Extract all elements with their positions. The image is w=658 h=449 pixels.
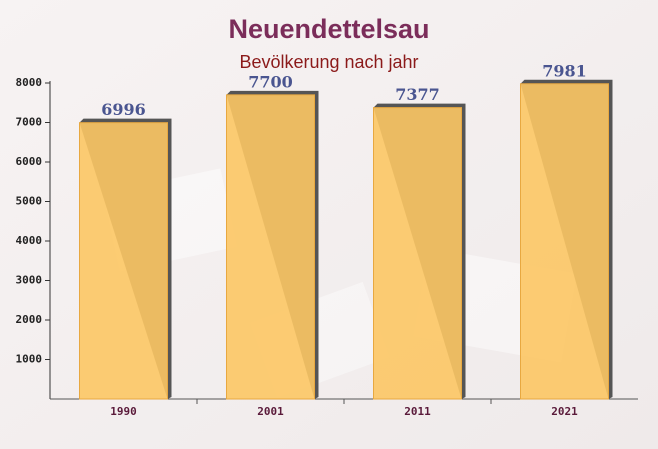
bar — [226, 94, 315, 400]
bar — [520, 83, 609, 400]
value-label: 7377 — [395, 85, 440, 104]
y-tick-label: 8000 — [16, 76, 43, 89]
y-tick-label: 6000 — [16, 155, 43, 168]
x-tick-label: 2021 — [551, 405, 578, 418]
chart-subtitle: Bevölkerung nach jahr — [239, 52, 418, 72]
chart-title: Neuendettelsau — [228, 14, 429, 44]
y-tick-label: 3000 — [16, 274, 43, 287]
x-tick-label: 1990 — [110, 405, 137, 418]
value-label: 7700 — [248, 72, 293, 91]
value-label: 7981 — [542, 61, 587, 80]
value-label: 6996 — [101, 100, 146, 119]
bar — [373, 107, 462, 400]
y-tick-label: 4000 — [16, 234, 43, 247]
y-tick-label: 1000 — [16, 353, 43, 366]
y-tick-label: 2000 — [16, 313, 43, 326]
y-tick-label: 7000 — [16, 116, 43, 129]
bar — [79, 122, 168, 400]
y-tick-label: 5000 — [16, 195, 43, 208]
x-tick-label: 2011 — [404, 405, 431, 418]
x-tick-label: 2001 — [257, 405, 284, 418]
